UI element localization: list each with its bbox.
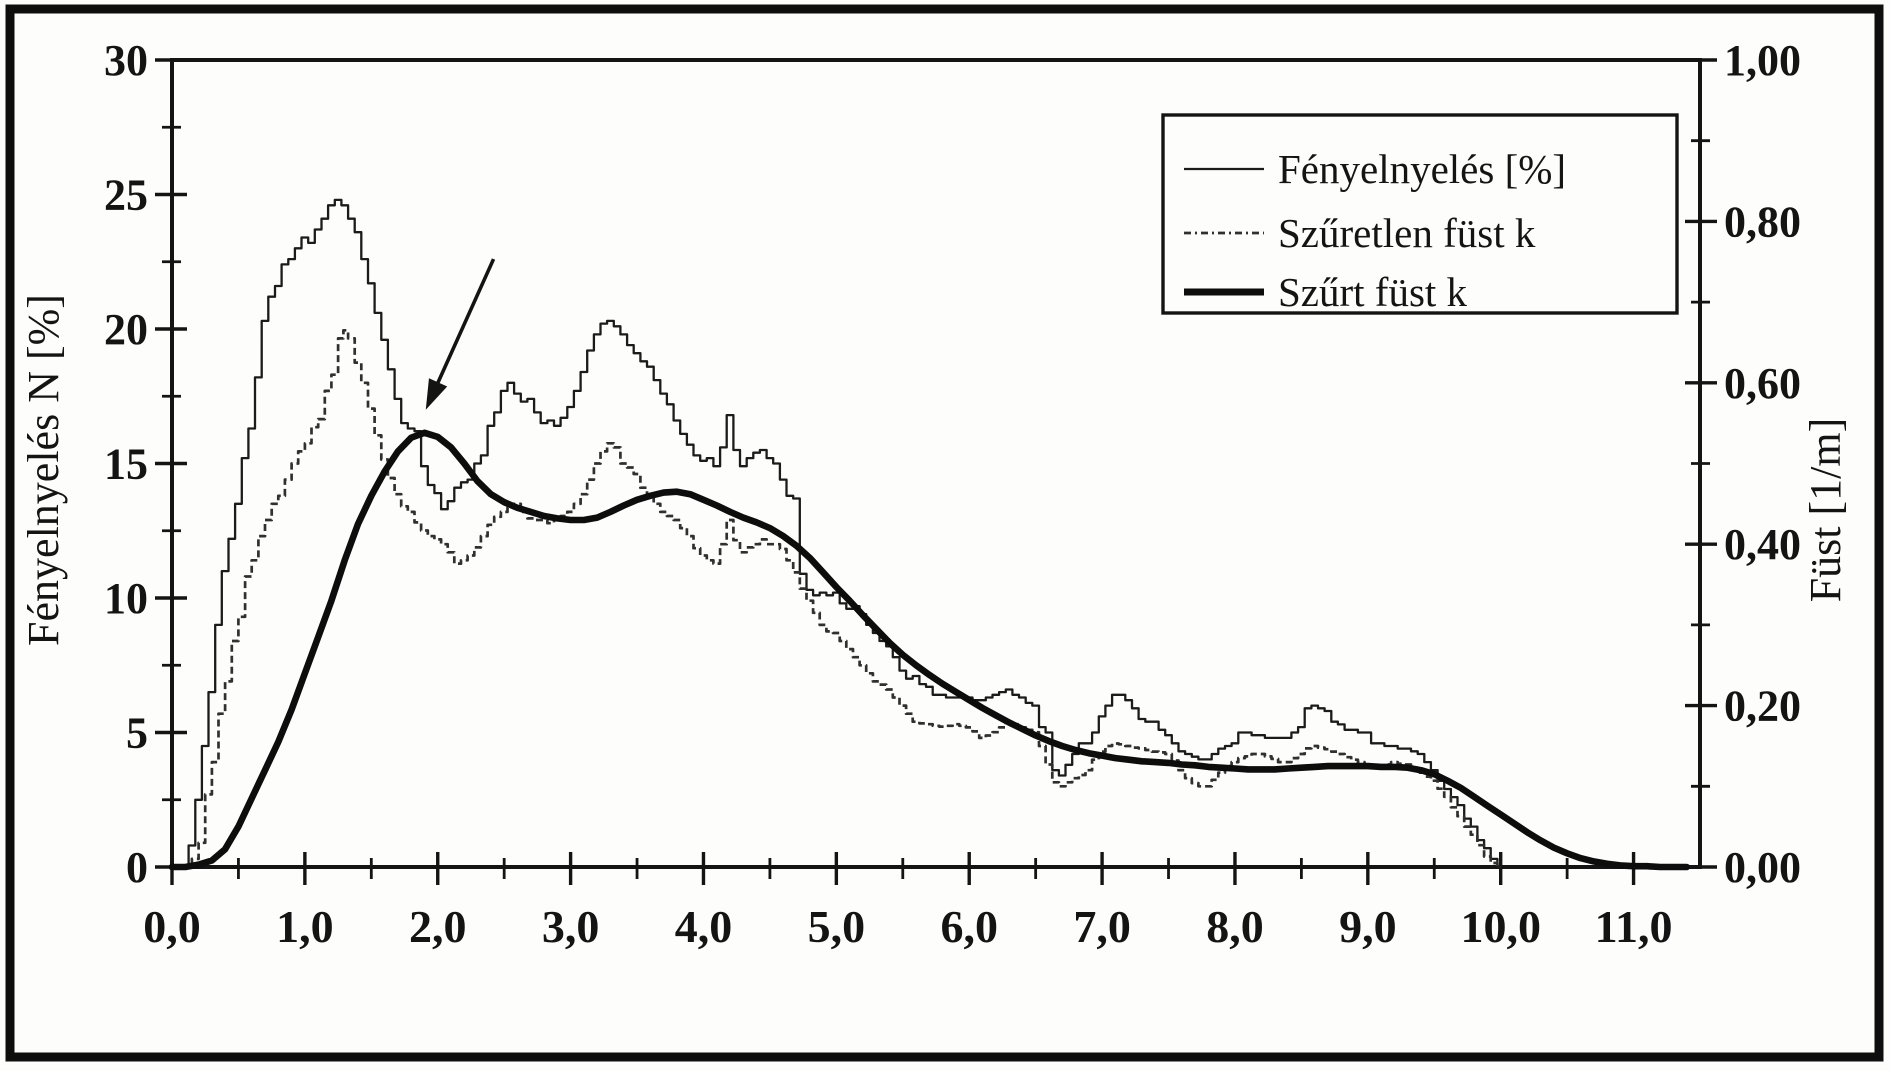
x-tick-label: 1,0	[276, 901, 334, 952]
left-tick-label: 30	[104, 36, 148, 85]
right-axis-title: Füst [1/m]	[1801, 418, 1850, 603]
x-tick-label: 6,0	[940, 901, 998, 952]
right-tick-label: 0,00	[1724, 843, 1801, 892]
axis-ticks	[155, 58, 1717, 885]
right-tick-label: 0,40	[1724, 520, 1801, 569]
x-tick-label: 2,0	[409, 901, 467, 952]
x-tick-label: 10,0	[1460, 901, 1541, 952]
x-tick-label: 5,0	[808, 901, 866, 952]
legend-item-szurt: Szűrt füst k	[1278, 269, 1468, 315]
x-tick-label: 9,0	[1339, 901, 1397, 952]
legend-item-fenyelnyeles: Fényelnyelés [%]	[1278, 146, 1566, 192]
x-tick-label: 3,0	[542, 901, 600, 952]
x-tick-label: 0,0	[143, 901, 201, 952]
right-tick-label: 1,00	[1724, 36, 1801, 85]
left-axis-title: Fényelnyelés N [%]	[19, 294, 68, 646]
left-tick-label: 0	[126, 843, 148, 892]
legend: Fényelnyelés [%] Szűretlen füst k Szűrt …	[1161, 113, 1679, 315]
series-fenyelnyeles-line	[172, 198, 1501, 869]
left-axis-tick-labels: 0 5 10 15 20 25 30	[104, 36, 148, 892]
legend-item-szuretlen: Szűretlen füst k	[1278, 210, 1536, 256]
series-szuretlen-fust-line	[172, 328, 1501, 869]
x-axis-tick-labels: 0,0 1,0 2,0 3,0 4,0 5,0 6,0 7,0 8,0 9,0 10,0 11,0	[143, 901, 1672, 952]
right-axis-tick-labels: 0,00 0,20 0,40 0,60 0,80 1,00	[1724, 36, 1801, 892]
figure-border	[5, 4, 1884, 1062]
x-tick-label: 8,0	[1206, 901, 1264, 952]
right-tick-label: 0,60	[1724, 359, 1801, 408]
right-tick-label: 0,20	[1724, 682, 1801, 731]
x-tick-label: 4,0	[675, 901, 733, 952]
arrow-shaft	[434, 258, 496, 387]
arrow-head-icon	[425, 378, 448, 410]
right-tick-label: 0,80	[1724, 197, 1801, 246]
left-tick-label: 25	[104, 171, 148, 220]
left-tick-label: 15	[104, 440, 148, 489]
annotation-arrow	[425, 258, 496, 410]
legend-box	[1161, 113, 1679, 315]
x-tick-label: 7,0	[1073, 901, 1131, 952]
left-tick-label: 10	[104, 574, 148, 623]
series-szurt-fust-line	[168, 429, 1690, 871]
left-tick-label: 20	[104, 305, 148, 354]
left-tick-label: 5	[126, 709, 148, 758]
x-tick-label: 11,0	[1595, 901, 1673, 952]
